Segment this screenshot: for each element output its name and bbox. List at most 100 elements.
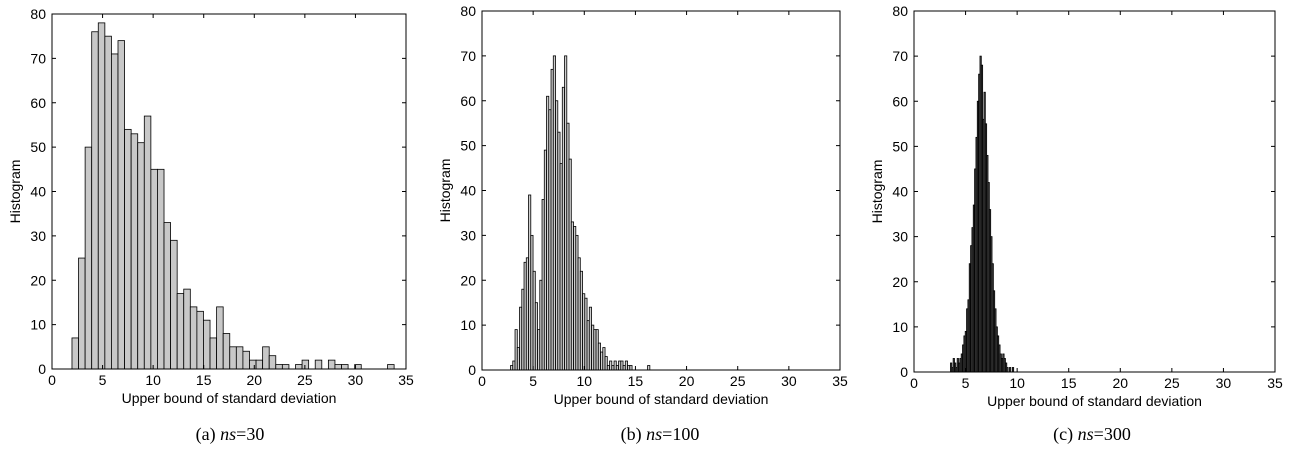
caption-a: (a) ns=30	[100, 424, 360, 445]
bar-a-30	[268, 355, 277, 370]
xtick-label-a-5: 25	[297, 372, 313, 388]
bar-a-7	[117, 40, 125, 370]
xtick-label-b-5: 25	[730, 373, 746, 389]
xtick-label-a-6: 30	[348, 372, 364, 388]
xaxis-label-b: Upper bound of standard deviation	[554, 391, 769, 407]
bar-a-27	[249, 359, 257, 370]
xtick-label-b-6: 30	[781, 373, 797, 389]
bar-a-18	[189, 306, 198, 370]
bar-a-1	[78, 257, 86, 370]
xtick-label-a-1: 5	[99, 372, 107, 388]
bar-a-19	[196, 310, 204, 370]
yaxis-label-b: Histogram	[437, 159, 453, 223]
ytick-label-a-7: 70	[30, 50, 46, 66]
ytick-label-c-6: 60	[892, 93, 908, 109]
panel-c: 0 5 10 15 20 25 30 35 0 10 20 30 40 50 60 70 80 Upper bou…	[864, 0, 1296, 420]
bar-a-10	[137, 142, 145, 370]
bar-a-24	[229, 346, 237, 370]
xtick-label-c-4: 20	[1112, 375, 1128, 391]
bar-a-14	[163, 222, 171, 370]
bar-a-31	[275, 364, 283, 370]
xtick-label-c-3: 15	[1061, 375, 1077, 391]
ytick-label-b-6: 60	[460, 93, 476, 109]
bar-a-15	[170, 239, 178, 370]
caption-b-prefix: (b)	[620, 424, 647, 444]
bar-a-17	[183, 288, 191, 370]
bar-c-43	[1009, 367, 1012, 373]
histogram-chart-a: 0 5 10 15 20 25 30 35 0 10 20 30 40 50 60 70 80 Upper bou…	[7, 6, 414, 406]
ytick-label-b-0: 0	[468, 362, 476, 378]
bar-a-9	[130, 133, 139, 370]
ytick-label-b-5: 50	[460, 138, 476, 154]
ytick-label-c-7: 70	[892, 48, 908, 64]
xtick-label-b-3: 15	[628, 373, 644, 389]
xtick-label-a-0: 0	[48, 372, 56, 388]
bar-a-13	[157, 168, 165, 370]
caption-c-value: =300	[1093, 424, 1131, 444]
histogram-chart-c: 0 5 10 15 20 25 30 35 0 10 20 30 40 50 60 70 80 Upper bou…	[869, 3, 1283, 409]
bar-a-25	[235, 346, 244, 370]
bar-a-23	[222, 333, 231, 370]
bar-a-28	[255, 359, 264, 370]
ytick-label-b-2: 20	[460, 272, 476, 288]
caption-b-value: =100	[662, 424, 700, 444]
bar-a-12	[150, 168, 158, 370]
ytick-label-c-2: 20	[892, 274, 908, 290]
ytick-label-c-4: 40	[892, 184, 908, 200]
bar-a-5	[104, 35, 112, 370]
caption-b-var: ns	[646, 424, 663, 444]
bar-a-16	[176, 293, 185, 370]
xtick-label-a-2: 10	[145, 372, 161, 388]
ytick-label-a-3: 30	[30, 228, 46, 244]
ytick-label-c-0: 0	[900, 364, 908, 380]
xtick-label-b-0: 0	[478, 373, 486, 389]
histogram-chart-b: 0 5 10 15 20 25 30 35 0 10 20 30 40 50 60 70 80 Upper bou…	[437, 3, 848, 407]
xtick-label-c-5: 25	[1164, 375, 1180, 391]
ytick-label-a-5: 50	[30, 139, 46, 155]
xaxis-label-c: Upper bound of standard deviation	[987, 393, 1202, 409]
bar-a-38	[341, 364, 349, 370]
bar-a-37	[334, 364, 342, 370]
xtick-label-a-3: 15	[196, 372, 212, 388]
bar-a-40	[387, 364, 395, 370]
ytick-label-c-8: 80	[892, 3, 908, 19]
xtick-label-a-7: 35	[398, 372, 414, 388]
bar-a-3	[91, 31, 99, 370]
ytick-label-a-8: 80	[30, 6, 46, 22]
bar-a-29	[262, 346, 270, 370]
caption-b: (b) ns=100	[530, 424, 790, 445]
xtick-label-c-2: 10	[1009, 375, 1025, 391]
ytick-label-b-1: 10	[460, 317, 476, 333]
panel-b: 0 5 10 15 20 25 30 35 0 10 20 30 40 50 60 70 80 Upper bou…	[432, 0, 864, 420]
xtick-label-c-1: 5	[962, 375, 970, 391]
bar-a-2	[84, 146, 93, 370]
caption-a-var: ns	[220, 424, 237, 444]
bar-a-11	[143, 115, 152, 370]
ytick-label-c-1: 10	[892, 319, 908, 335]
bar-a-4	[97, 22, 106, 370]
xtick-label-c-6: 30	[1216, 375, 1232, 391]
bar-c-42	[1006, 367, 1009, 373]
xtick-label-a-4: 20	[246, 372, 262, 388]
ytick-label-b-8: 80	[460, 3, 476, 19]
bar-a-0	[71, 337, 79, 370]
bar-a-36	[327, 359, 336, 370]
ytick-label-c-3: 30	[892, 229, 908, 245]
bar-a-26	[242, 350, 250, 370]
bar-a-35	[314, 359, 323, 370]
bar-a-32	[281, 364, 290, 370]
ytick-label-b-4: 40	[460, 183, 476, 199]
bar-a-8	[124, 128, 132, 370]
xtick-label-b-4: 20	[679, 373, 695, 389]
bar-a-33	[295, 364, 303, 370]
yaxis-label-c: Histogram	[869, 160, 885, 224]
xtick-label-c-0: 0	[910, 375, 918, 391]
xaxis-label-a: Upper bound of standard deviation	[122, 390, 337, 406]
bar-a-21	[209, 337, 218, 370]
caption-a-value: =30	[236, 424, 265, 444]
bar-b-54	[647, 365, 651, 371]
ytick-label-a-4: 40	[30, 184, 46, 200]
ytick-label-a-1: 10	[30, 317, 46, 333]
ytick-label-b-7: 70	[460, 48, 476, 64]
ytick-label-a-0: 0	[38, 361, 46, 377]
